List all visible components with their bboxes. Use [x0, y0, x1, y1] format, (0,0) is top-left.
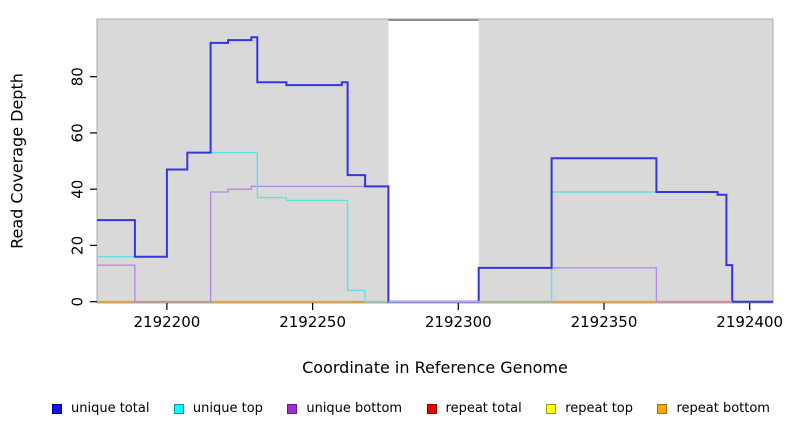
x-tick-label: 2192300 — [425, 313, 492, 331]
masked-region — [388, 20, 479, 303]
repeat-top-swatch-icon — [546, 403, 557, 414]
x-axis-label: Coordinate in Reference Genome — [302, 358, 568, 377]
repeat-total-swatch-icon — [426, 403, 437, 414]
y-axis-label: Read Coverage Depth — [7, 73, 27, 249]
y-tick-label: 0 — [69, 297, 87, 307]
legend-item-repeat-top: repeat top — [546, 401, 633, 416]
series-unique-bottom — [97, 185, 773, 303]
y-tick-label: 60 — [69, 123, 87, 142]
legend-label: unique total — [71, 401, 150, 416]
unique-bottom-swatch-icon — [287, 403, 298, 414]
legend: unique total unique top unique bottom re… — [52, 401, 770, 416]
x-tick-label: 2192250 — [279, 313, 346, 331]
unique-total-swatch-icon — [52, 403, 62, 414]
legend-label: unique top — [192, 401, 263, 416]
legend-item-repeat-total: repeat total — [426, 401, 522, 416]
series-unique-total — [97, 36, 773, 303]
x-tick-label: 2192200 — [133, 313, 200, 331]
legend-item-unique-top: unique top — [173, 401, 263, 416]
legend-label: repeat total — [445, 401, 522, 416]
unique-top-swatch-icon — [173, 403, 184, 414]
plot-canvas: 2192200 2192250 2192300 2192350 2192400 0 20 40… — [69, 18, 783, 331]
x-tick-label: 2192400 — [716, 313, 783, 331]
repeat-bottom-swatch-icon — [657, 403, 668, 414]
y-tick-label: 80 — [69, 67, 87, 86]
legend-label: repeat bottom — [676, 401, 770, 416]
x-tick-label: 2192350 — [571, 313, 638, 331]
legend-label: repeat top — [565, 401, 633, 416]
y-tick-label: 40 — [69, 180, 87, 199]
legend-item-repeat-bottom: repeat bottom — [657, 401, 770, 416]
legend-item-unique-bottom: unique bottom — [287, 401, 402, 416]
legend-item-unique-total: unique total — [52, 401, 149, 416]
legend-label: unique bottom — [306, 401, 403, 416]
y-tick-label: 20 — [69, 236, 87, 255]
